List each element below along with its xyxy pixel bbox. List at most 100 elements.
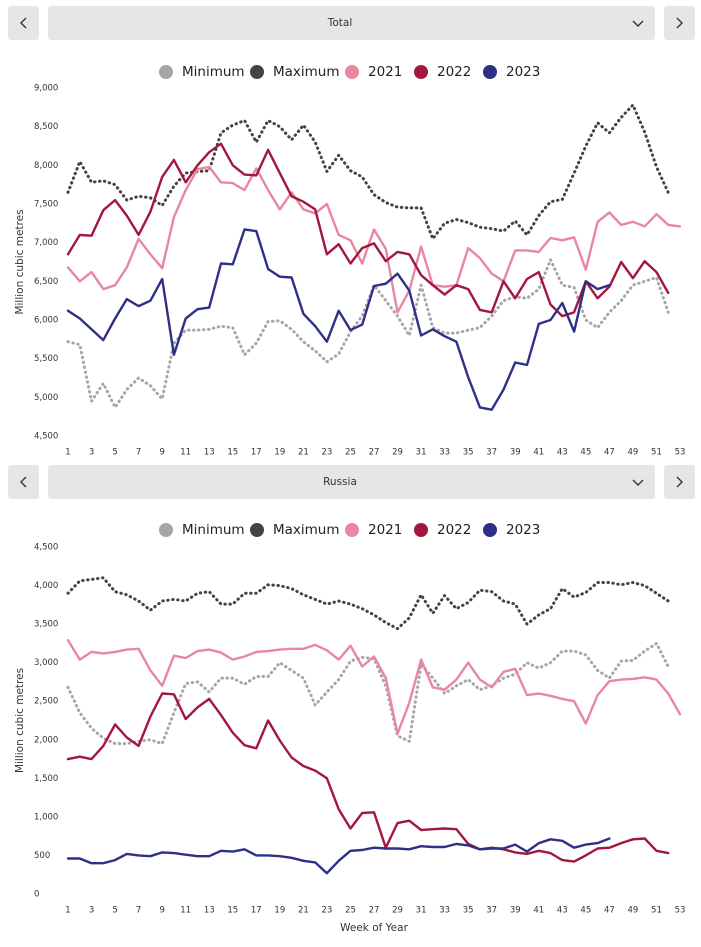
dropdown-label: Russia (323, 476, 357, 488)
x-tick-label: 35 (463, 906, 474, 916)
x-tick-label: 33 (439, 448, 450, 458)
x-tick-label: 15 (227, 448, 238, 458)
legend-marker (250, 523, 264, 537)
series-line (66, 142, 670, 318)
series-line (66, 576, 670, 631)
series-line (66, 258, 670, 409)
x-tick-label: 49 (628, 906, 639, 916)
x-tick-label: 33 (439, 906, 450, 916)
x-tick-label: 11 (180, 906, 191, 916)
y-tick-label: 2,000 (34, 735, 58, 745)
series-line (66, 639, 682, 735)
dropdown-icon (632, 479, 644, 486)
y-tick-label: 3,000 (34, 658, 58, 668)
legend-marker (159, 523, 173, 537)
x-tick-label: 27 (369, 906, 380, 916)
y-tick-label: 7,500 (34, 200, 58, 210)
next-icon (676, 17, 683, 29)
y-tick-label: 8,500 (34, 122, 58, 132)
x-tick-label: 25 (345, 448, 356, 458)
legend-label: 2023 (506, 64, 540, 80)
y-tick-label: 4,000 (34, 581, 58, 591)
x-tick-label: 7 (136, 906, 141, 916)
dropdown[interactable] (48, 465, 655, 499)
x-tick-label: 21 (298, 448, 309, 458)
legend-label: Maximum (273, 522, 340, 538)
x-tick-label: 5 (112, 448, 117, 458)
series-line (66, 837, 611, 875)
x-tick-label: 1 (65, 906, 70, 916)
legend-label: 2022 (437, 522, 471, 538)
y-tick-label: 3,500 (34, 620, 58, 630)
x-tick-label: 13 (204, 906, 215, 916)
x-tick-label: 53 (675, 906, 686, 916)
y-tick-label: 500 (34, 851, 50, 861)
legend-label: 2022 (437, 64, 471, 80)
x-tick-label: 41 (533, 448, 544, 458)
dropdown-icon (632, 20, 644, 27)
x-tick-label: 37 (486, 906, 497, 916)
legend-marker (345, 65, 359, 79)
legend-label: 2021 (368, 522, 402, 538)
legend-marker (159, 65, 173, 79)
x-tick-label: 9 (159, 448, 164, 458)
prev-button[interactable] (8, 465, 39, 499)
y-tick-label: 5,500 (34, 354, 58, 364)
x-tick-label: 21 (298, 906, 309, 916)
y-tick-label: 6,500 (34, 277, 58, 287)
x-tick-label: 53 (675, 448, 686, 458)
x-tick-label: 49 (628, 448, 639, 458)
x-tick-label: 39 (510, 448, 521, 458)
x-tick-label: 51 (651, 448, 662, 458)
y-axis-title: Million cubic metres (14, 668, 26, 773)
x-tick-label: 43 (557, 448, 568, 458)
x-tick-label: 19 (274, 448, 285, 458)
x-tick-label: 31 (416, 448, 427, 458)
x-tick-label: 19 (274, 906, 285, 916)
x-tick-label: 47 (604, 448, 615, 458)
x-tick-label: 45 (580, 906, 591, 916)
y-tick-label: 4,500 (34, 543, 58, 553)
x-tick-label: 13 (204, 448, 215, 458)
x-tick-label: 27 (369, 448, 380, 458)
next-button[interactable] (664, 6, 695, 40)
x-tick-label: 41 (533, 906, 544, 916)
x-tick-label: 47 (604, 906, 615, 916)
next-button[interactable] (664, 465, 695, 499)
y-tick-label: 2,500 (34, 697, 58, 707)
x-tick-label: 37 (486, 448, 497, 458)
x-tick-label: 43 (557, 906, 568, 916)
y-tick-label: 6,000 (34, 316, 58, 326)
legend-marker (414, 523, 428, 537)
x-tick-label: 23 (322, 906, 333, 916)
x-tick-label: 31 (416, 906, 427, 916)
legend-label: Minimum (182, 64, 245, 80)
x-tick-label: 3 (89, 906, 94, 916)
prev-button[interactable] (8, 6, 39, 40)
x-tick-label: 29 (392, 448, 403, 458)
legend-marker (483, 523, 497, 537)
y-tick-label: 4,500 (34, 432, 58, 442)
y-tick-label: 7,000 (34, 238, 58, 248)
x-tick-label: 15 (227, 906, 238, 916)
dropdown[interactable] (48, 6, 655, 40)
x-tick-label: 1 (65, 448, 70, 458)
y-tick-label: 1,000 (34, 812, 58, 822)
x-axis-title: Week of Year (340, 922, 408, 934)
x-tick-label: 29 (392, 906, 403, 916)
legend-label: 2021 (368, 64, 402, 80)
x-tick-label: 51 (651, 906, 662, 916)
x-tick-label: 39 (510, 906, 521, 916)
next-icon (676, 476, 683, 488)
legend-label: Minimum (182, 522, 245, 538)
x-tick-label: 5 (112, 906, 117, 916)
legend-marker (483, 65, 497, 79)
series-line (66, 228, 611, 411)
x-tick-label: 25 (345, 906, 356, 916)
series-line (66, 103, 670, 241)
y-tick-label: 1,500 (34, 774, 58, 784)
x-tick-label: 11 (180, 448, 191, 458)
x-tick-label: 3 (89, 448, 94, 458)
